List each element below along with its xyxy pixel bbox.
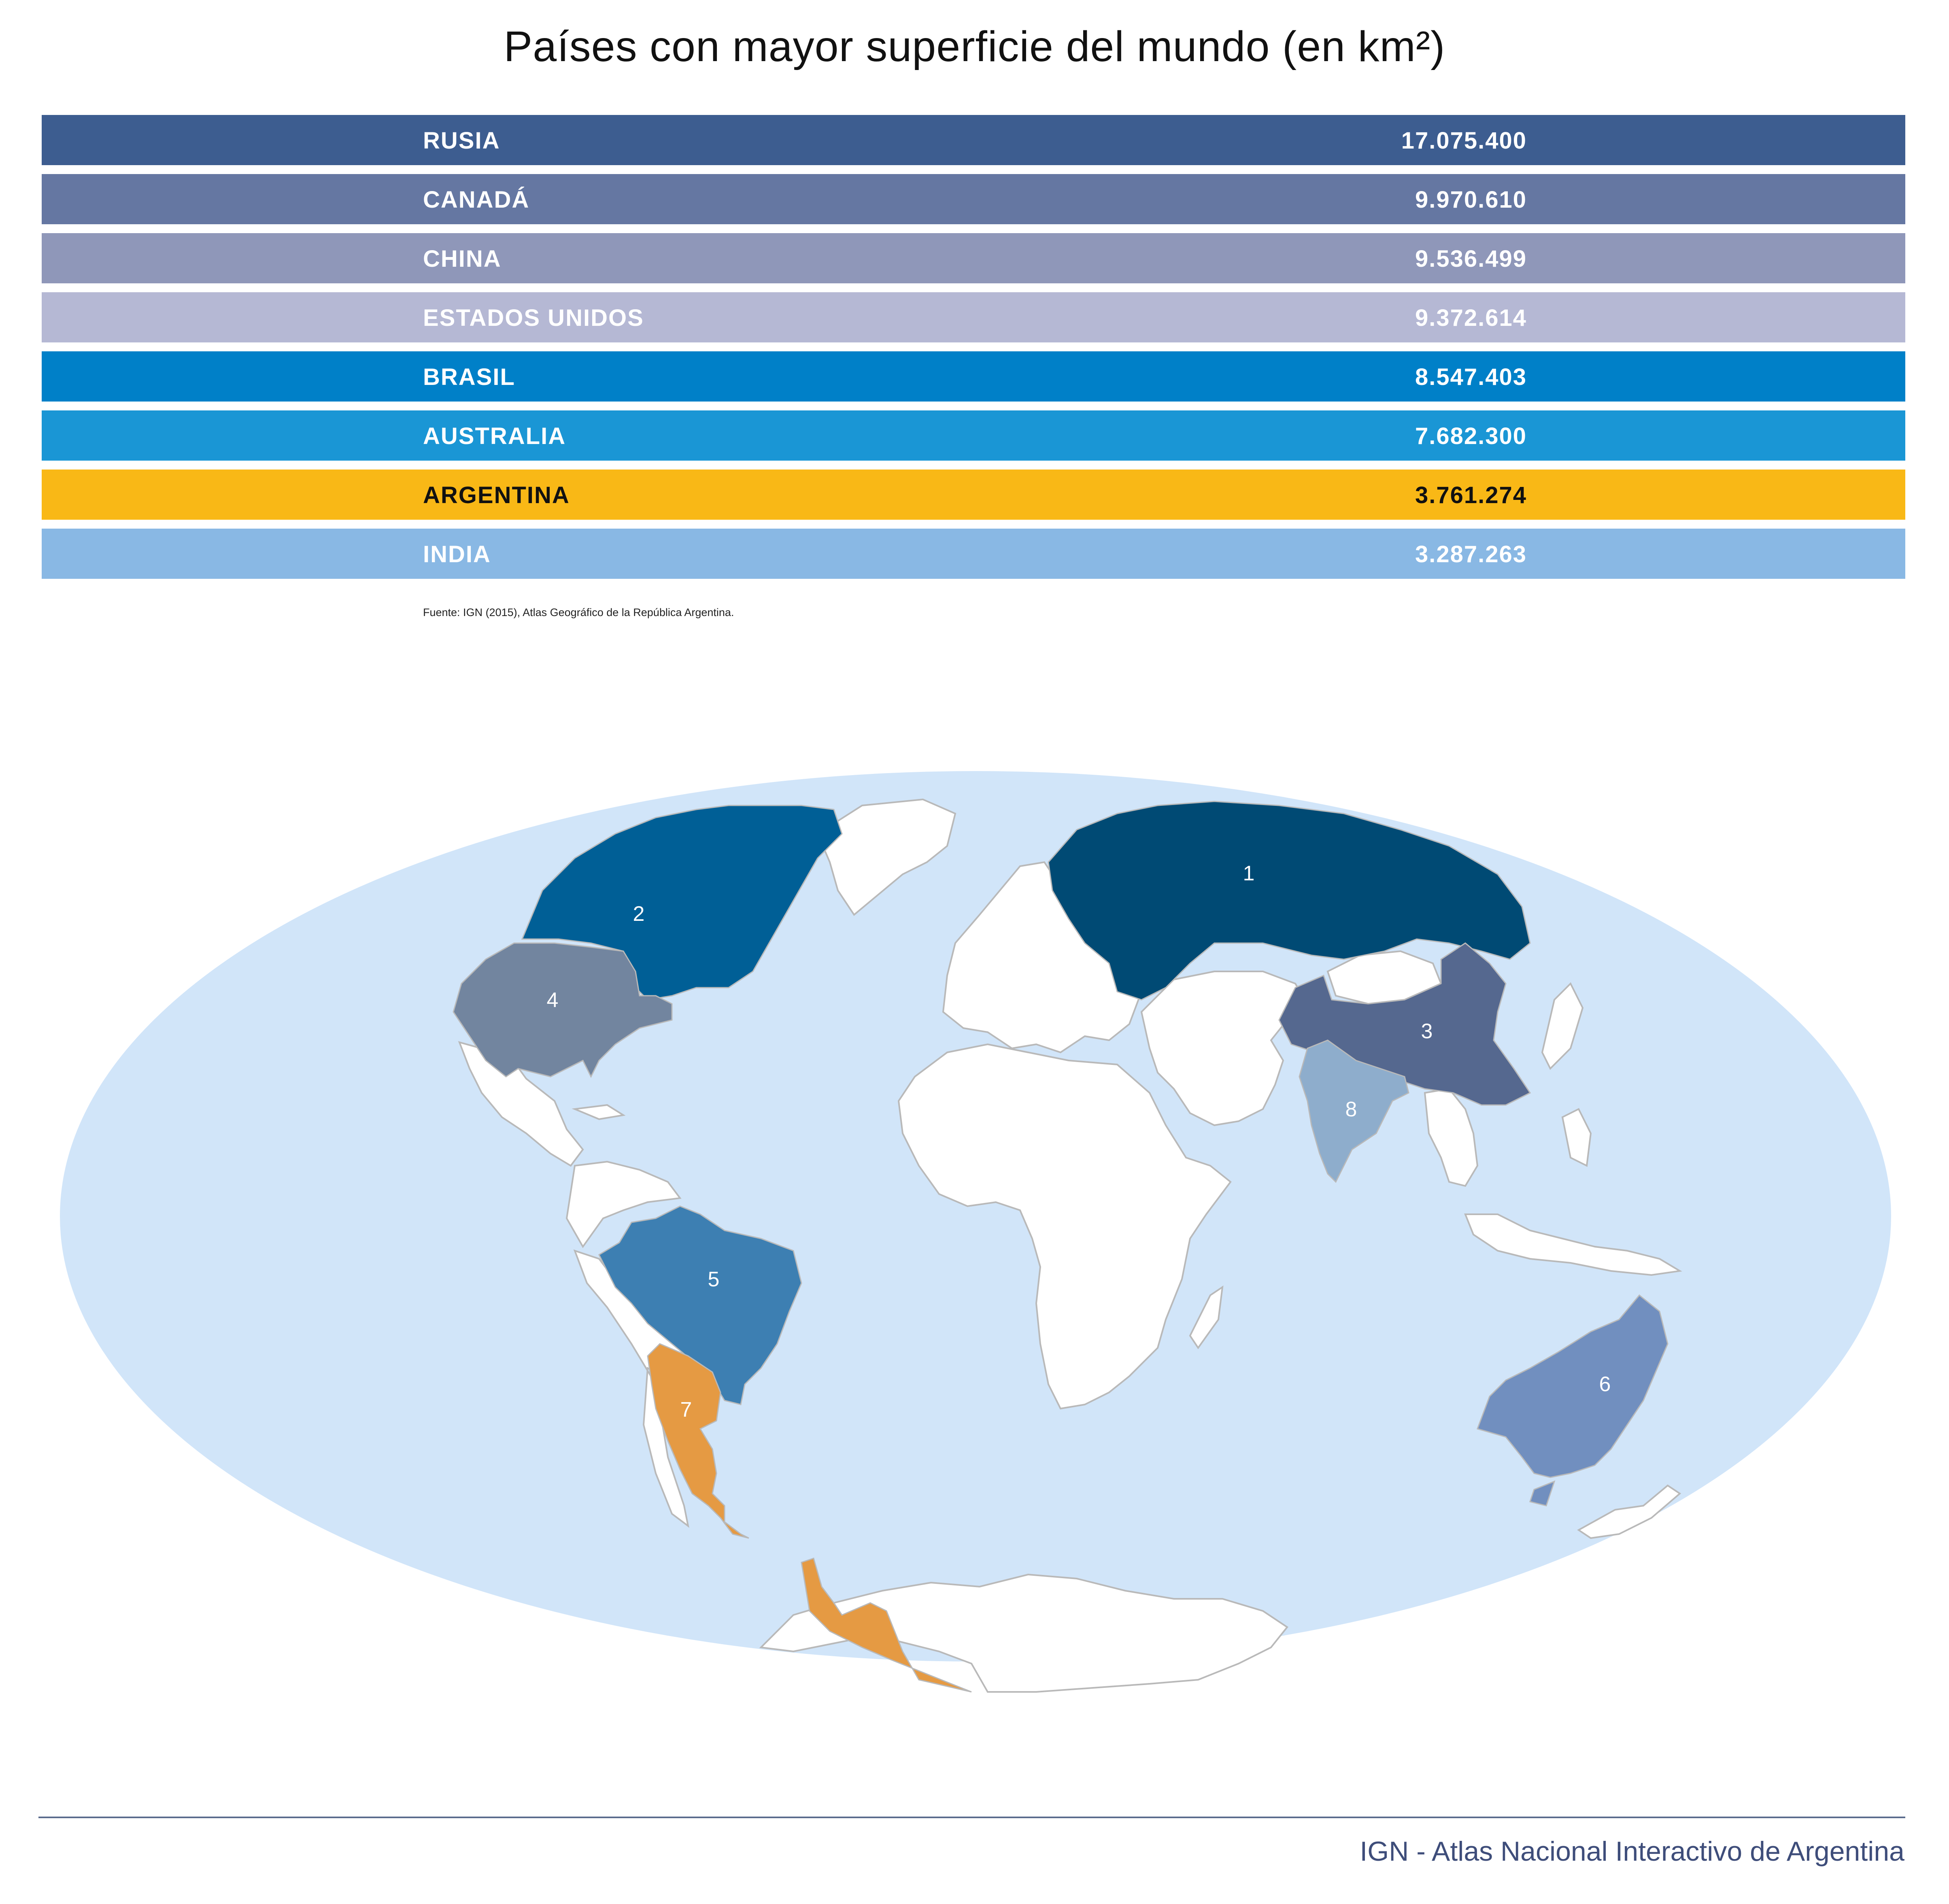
rank-label-rusia: 1 (1243, 862, 1255, 885)
footer-credit: IGN - Atlas Nacional Interactivo de Arge… (1360, 1836, 1904, 1867)
source-note: Fuente: IGN (2015), Atlas Geográfico de … (423, 606, 734, 618)
map-rank-labels: 1 2 3 4 5 6 7 8 (547, 862, 1611, 1422)
rank-label-estados-unidos: 4 (547, 988, 559, 1012)
country-shape-argentina (647, 1343, 749, 1539)
country-name: ESTADOS UNIDOS (423, 305, 644, 331)
country-name: AUSTRALIA (423, 423, 566, 449)
country-area: 9.536.499 (1415, 246, 1527, 272)
area-ranking-table: RUSIA 17.075.400 CANADÁ 9.970.610 CHINA … (42, 115, 1905, 588)
new-zealand-land (1577, 1484, 1681, 1539)
country-area: 8.547.403 (1415, 364, 1527, 390)
rank-label-argentina: 7 (680, 1398, 692, 1422)
indonesia-land (1464, 1213, 1682, 1276)
rank-label-china: 3 (1421, 1020, 1433, 1043)
country-shape-india (1299, 1039, 1409, 1183)
table-row-india: INDIA 3.287.263 (42, 529, 1905, 579)
country-area: 17.075.400 (1401, 128, 1527, 154)
southeast-asia-land (1424, 1088, 1479, 1187)
table-row-argentina: ARGENTINA 3.761.274 (42, 470, 1905, 520)
table-row-rusia: RUSIA 17.075.400 (42, 115, 1905, 165)
country-area: 3.287.263 (1415, 541, 1527, 567)
rank-label-india: 8 (1345, 1098, 1357, 1121)
caribbean-land (572, 1104, 626, 1120)
table-row-canada: CANADÁ 9.970.610 (42, 174, 1905, 224)
country-name: CANADÁ (423, 187, 530, 213)
philippines-land (1561, 1108, 1592, 1167)
northern-south-america-land (565, 1160, 682, 1248)
middle-east-central-asia-land (1140, 971, 1309, 1126)
antarctica-land (759, 1573, 1288, 1693)
country-shape-estados-unidos (453, 942, 673, 1078)
other-land (458, 798, 1682, 1693)
country-shape-tasmania (1529, 1480, 1556, 1507)
country-name: CHINA (423, 246, 502, 272)
table-row-australia: AUSTRALIA 7.682.300 (42, 410, 1905, 461)
africa-land (897, 1043, 1232, 1410)
footer-divider (38, 1817, 1905, 1818)
country-area: 7.682.300 (1415, 423, 1527, 449)
country-name: ARGENTINA (423, 482, 570, 508)
country-shape-australia (1477, 1294, 1668, 1478)
country-shape-rusia (1048, 801, 1531, 1001)
japan-land (1541, 982, 1584, 1070)
rank-label-canada: 2 (633, 902, 645, 926)
greenland-land (816, 798, 956, 916)
country-shape-brasil (598, 1205, 802, 1405)
country-area: 9.372.614 (1415, 305, 1527, 331)
country-area: 3.761.274 (1415, 482, 1527, 508)
page-title: Países con mayor superficie del mundo (e… (504, 23, 1445, 70)
rank-label-brasil: 5 (708, 1268, 720, 1291)
country-name: RUSIA (423, 128, 500, 154)
table-row-estados-unidos: ESTADOS UNIDOS 9.372.614 (42, 292, 1905, 342)
country-name: INDIA (423, 541, 491, 567)
country-shape-argentina-antarctica (801, 1558, 972, 1693)
country-name: BRASIL (423, 364, 515, 390)
rank-label-australia: 6 (1599, 1373, 1611, 1396)
country-area: 9.970.610 (1415, 187, 1527, 213)
table-row-china: CHINA 9.536.499 (42, 233, 1905, 283)
madagascar-land (1189, 1285, 1224, 1349)
mexico-central-america-land (458, 1041, 584, 1167)
table-row-brasil: BRASIL 8.547.403 (42, 351, 1905, 402)
ranked-countries (453, 801, 1668, 1693)
